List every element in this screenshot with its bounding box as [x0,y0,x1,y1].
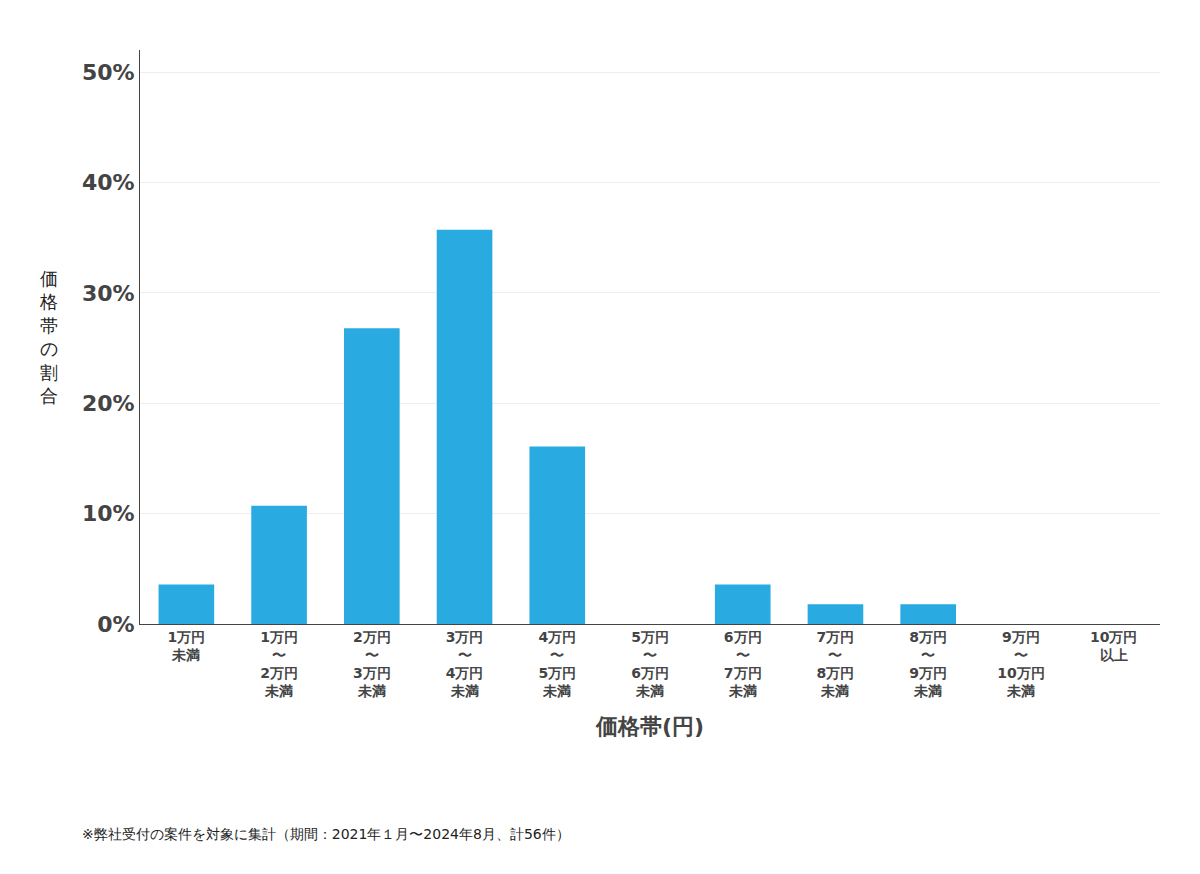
svg-text:4万円〜5万円未満: 4万円〜5万円未満 [538,629,576,700]
svg-text:1万円〜2万円未満: 1万円〜2万円未満 [260,629,298,700]
svg-text:2万円〜3万円未満: 2万円〜3万円未満 [353,629,391,700]
svg-text:※弊社受付の案件を対象に集計（期間：2021年１月〜2024: ※弊社受付の案件を対象に集計（期間：2021年１月〜2024年8月、計56件） [82,826,570,842]
svg-text:10万円以上: 10万円以上 [1090,629,1137,663]
svg-text:1万円未満: 1万円未満 [167,629,205,663]
svg-text:価格帯(円): 価格帯(円) [595,714,704,739]
svg-text:8万円〜9万円未満: 8万円〜9万円未満 [909,629,947,700]
svg-text:50%: 50% [82,60,135,85]
svg-text:9万円〜10万円未満: 9万円〜10万円未満 [997,629,1044,700]
svg-text:5万円〜6万円未満: 5万円〜6万円未満 [631,629,669,700]
svg-text:6万円〜7万円未満: 6万円〜7万円未満 [724,629,762,700]
svg-text:7万円〜8万円未満: 7万円〜8万円未満 [817,629,855,700]
svg-text:0%: 0% [97,612,134,637]
svg-text:3万円〜4万円未満: 3万円〜4万円未満 [446,629,484,700]
svg-text:20%: 20% [82,391,135,416]
svg-text:30%: 30% [82,281,135,306]
svg-text:40%: 40% [82,170,135,195]
svg-text:10%: 10% [82,501,135,526]
svg-text:価格帯の割合: 価格帯の割合 [39,268,58,406]
